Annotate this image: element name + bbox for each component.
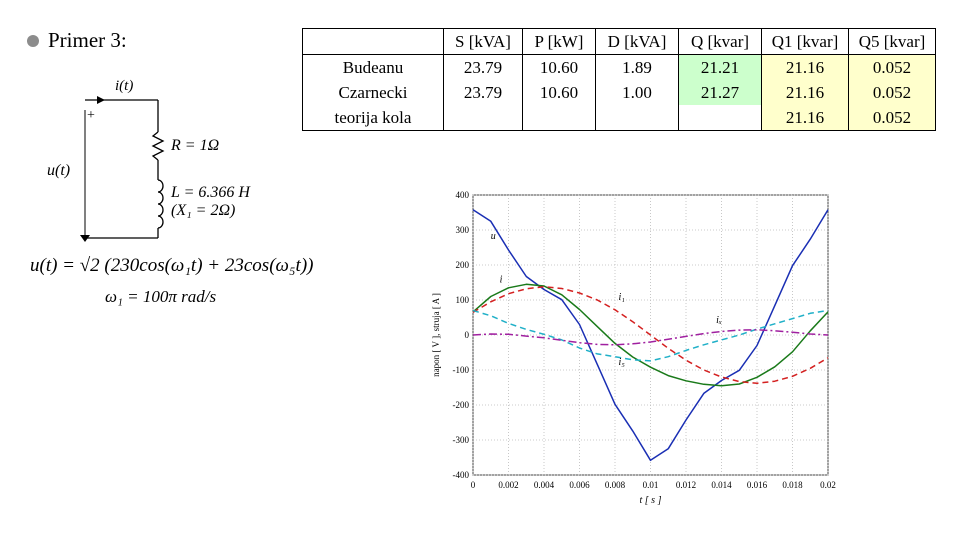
current-label: i(t) (115, 78, 133, 94)
series-line-iₓ (472, 329, 829, 346)
x-tick-label: 0 (471, 480, 476, 490)
x-tick-label: 0.02 (820, 480, 836, 490)
header-s: S [kVA] (443, 28, 523, 55)
x-tick-label: 0.018 (782, 480, 803, 490)
table-cell (522, 105, 596, 131)
chart-svg: 0 0.002 0.004 0.006 0.008 0.01 0.012 0.014 0.016… (431, 190, 836, 506)
table-cell: 10.60 (522, 54, 596, 80)
table-cell: 1.89 (595, 54, 679, 80)
header-p: P [kW] (522, 28, 596, 55)
page-title: Primer 3: (48, 28, 127, 52)
table-cell: 0.052 (848, 105, 936, 131)
y-tick-label: -200 (453, 400, 470, 410)
x-axis-label: t [ s ] (640, 495, 662, 505)
series-line-i₅ (472, 309, 829, 362)
series-line-i (472, 283, 829, 387)
voltage-formula: u(t) = √2 (230cos(ω₁t) + 23cos(ω₅t)) (30, 255, 314, 276)
table-cell: 21.27 (678, 80, 762, 105)
header-q5: Q5 [kvar] (848, 28, 936, 55)
inductor-label: L = 6.366 H (170, 184, 251, 201)
y-tick-label: 100 (456, 295, 470, 305)
table-cell: 21.16 (761, 54, 849, 80)
voltage-label: u(t) (47, 162, 70, 179)
row-label: Budeanu (302, 54, 444, 80)
table-cell: 0.052 (848, 54, 936, 80)
y-tick-label: -400 (453, 470, 470, 480)
table-cell (595, 105, 679, 131)
x-tick-label: 0.006 (569, 480, 590, 490)
table-cell (678, 105, 762, 131)
table-cell: 21.16 (761, 105, 849, 131)
table-cell: 23.79 (443, 54, 523, 80)
series-annotation: i (500, 275, 503, 286)
x-tick-label: 0.014 (711, 480, 732, 490)
reactance-label: (X₁ = 2Ω) (171, 202, 235, 219)
table-cell: 23.79 (443, 80, 523, 105)
series-annotation: i₅ (619, 357, 626, 368)
header-d: D [kVA] (595, 28, 679, 55)
row-label: teorija kola (302, 105, 444, 131)
table-corner-cell (302, 28, 444, 55)
inductor (157, 179, 164, 229)
x-tick-label: 0.004 (534, 480, 555, 490)
y-tick-label: 300 (456, 225, 470, 235)
y-tick-label: -100 (453, 365, 470, 375)
series-annotation: iₓ (716, 315, 722, 326)
y-tick-label: 200 (456, 260, 470, 270)
resistor (151, 131, 165, 161)
table-cell: 21.16 (761, 80, 849, 105)
x-tick-label: 0.016 (747, 480, 768, 490)
x-tick-label: 0.008 (605, 480, 626, 490)
header-q: Q [kvar] (678, 28, 762, 55)
y-axis-label: napon [ V ], struja [ A ] (431, 293, 441, 377)
current-arrow-icon (97, 96, 105, 104)
table-row: Budeanu 23.79 10.60 1.89 21.21 21.16 0.0… (302, 54, 936, 80)
circuit-diagram: i(t) + u(t) R = 1Ω L = 6.366 H (X₁ = 2Ω) (47, 78, 251, 242)
x-tick-label: 0.012 (676, 480, 696, 490)
table-cell: 10.60 (522, 80, 596, 105)
row-label: Czarnecki (302, 80, 444, 105)
y-tick-label: -300 (453, 435, 470, 445)
table-header-row: S [kVA] P [kW] D [kVA] Q [kvar] Q1 [kvar… (302, 28, 936, 55)
results-table: S [kVA] P [kW] D [kVA] Q [kvar] Q1 [kvar… (302, 28, 936, 131)
series-annotation: i₁ (619, 292, 625, 303)
table-row: teorija kola 21.16 0.052 (302, 105, 936, 131)
header-q1: Q1 [kvar] (761, 28, 849, 55)
table-row: Czarnecki 23.79 10.60 1.00 21.27 21.16 0… (302, 80, 936, 105)
waveform-chart: 0 0.002 0.004 0.006 0.008 0.01 0.012 0.014 0.016… (425, 185, 845, 506)
x-tick-label: 0.01 (643, 480, 659, 490)
omega-formula: ω₁ = 100π rad/s (105, 287, 217, 306)
series-line-i₁ (472, 285, 829, 385)
x-tick-label: 0.002 (498, 480, 518, 490)
series-annotation: u (491, 231, 496, 242)
y-tick-label: 400 (456, 190, 470, 200)
plus-label: + (87, 108, 95, 123)
y-tick-label: 0 (465, 330, 470, 340)
series-line-u (472, 209, 829, 462)
table-cell (443, 105, 523, 131)
table-cell: 21.21 (678, 54, 762, 80)
table-cell: 0.052 (848, 80, 936, 105)
voltage-arrow-icon (80, 235, 90, 242)
resistor-label: R = 1Ω (170, 137, 219, 154)
bullet-icon (27, 35, 39, 47)
table-cell: 1.00 (595, 80, 679, 105)
